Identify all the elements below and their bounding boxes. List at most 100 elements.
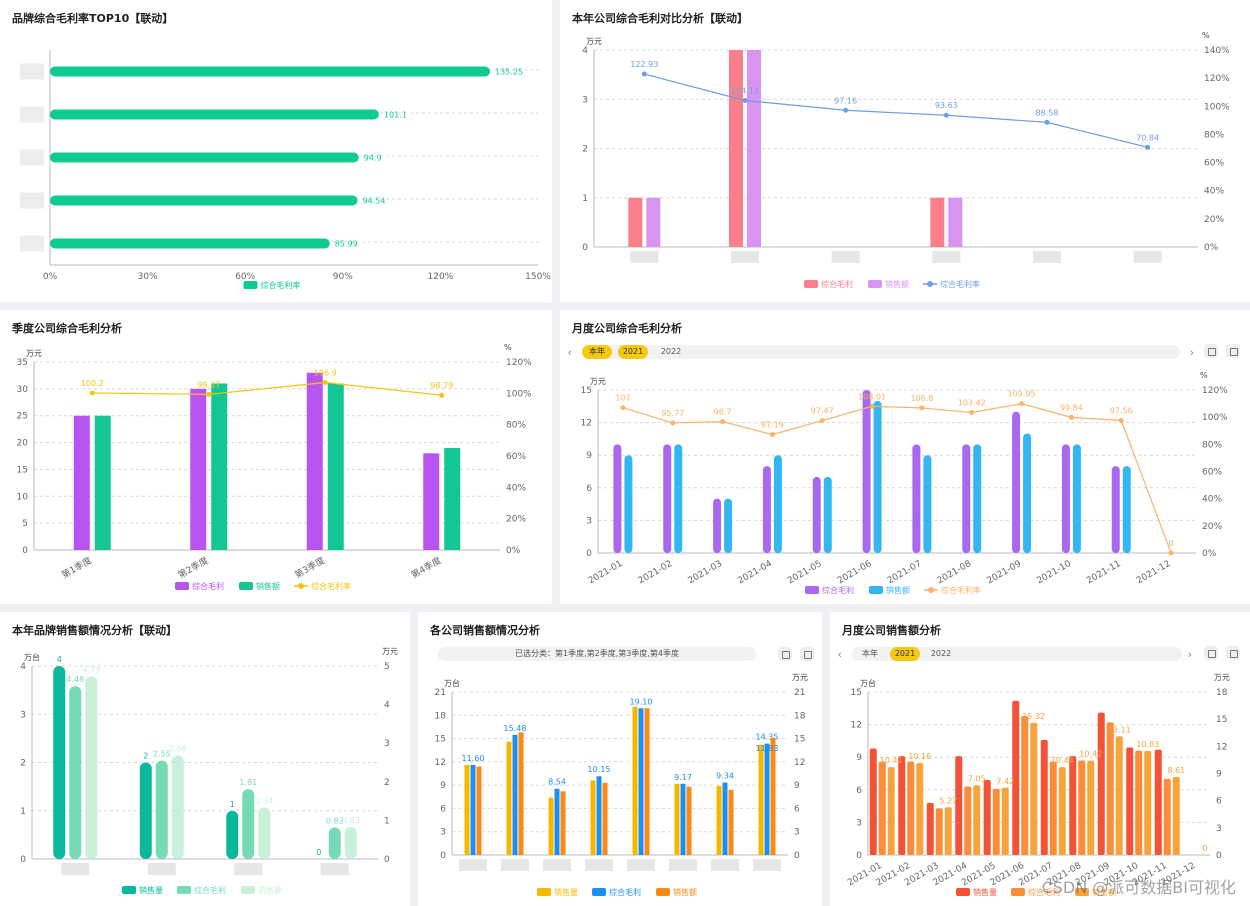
bar-value-label: 1.34 xyxy=(255,796,273,805)
next-arrow-icon[interactable]: › xyxy=(1190,347,1194,359)
chart-brand-sales: 0 1 2 3 4 0 1 2 3 4 5 万台 万元 4 2 1 0 4.48 2.55 1.81 0.82 4.73 2… xyxy=(20,647,398,895)
y2-tick-label: 21 xyxy=(794,688,805,698)
line-value-label: 95.77 xyxy=(661,409,684,418)
y2-tick-label: 60% xyxy=(506,452,526,462)
x-tick-label: 2021-05 xyxy=(786,559,824,586)
bar-value-label: 2.68 xyxy=(169,745,187,754)
y2-tick-label: 40% xyxy=(1202,495,1222,505)
line-point xyxy=(1068,414,1074,420)
panel-title: 各公司销售额情况分析 xyxy=(430,624,540,637)
copy-icon[interactable] xyxy=(1204,344,1218,358)
tab-current-year[interactable]: 本年 xyxy=(582,345,612,359)
x-tick-label: 2021-08 xyxy=(936,559,974,587)
y2-tick-label: 80% xyxy=(1204,130,1224,140)
line-value-label: 100.2 xyxy=(81,379,104,388)
category-placeholder xyxy=(234,863,263,875)
bar xyxy=(1012,411,1021,553)
series-line xyxy=(622,403,1172,554)
export-icon[interactable] xyxy=(800,647,814,661)
bar xyxy=(983,780,991,855)
bar-value-label: 15.48 xyxy=(504,724,527,733)
x-tick-label: 60% xyxy=(235,272,255,282)
line-point xyxy=(89,390,95,396)
line-point xyxy=(322,380,328,386)
bar-value-label: 101.1 xyxy=(384,111,407,120)
chart-monthly-profit: 0 3 6 9 12 15 0% 20% 40% 60% 80% 100% 120% 万元% 107 95.7… xyxy=(581,371,1229,595)
x-tick-label: 120% xyxy=(428,272,454,282)
y2-tick-label: 1 xyxy=(384,816,390,826)
y-tick-label: 25 xyxy=(17,412,28,422)
bar xyxy=(944,807,952,855)
legend-label: 销售额 xyxy=(256,581,280,591)
legend-label: 销售量 xyxy=(139,885,163,895)
y-tick-label: 12 xyxy=(581,419,592,429)
y-tick-label: 12 xyxy=(435,758,446,768)
next-arrow-icon[interactable]: › xyxy=(1188,649,1192,661)
bar xyxy=(762,466,771,553)
y2-tick-label: 15 xyxy=(1216,715,1227,725)
line-value-label: 97.47 xyxy=(811,407,834,416)
bar xyxy=(50,109,379,120)
y2-tick-label: 80% xyxy=(506,421,526,431)
copy-icon[interactable] xyxy=(1204,646,1218,660)
y2-tick-label: 140% xyxy=(1204,46,1230,56)
bar xyxy=(646,197,661,247)
bar-value-label: 94.54 xyxy=(363,197,386,206)
tab-current-year[interactable]: 本年 xyxy=(862,649,878,658)
bar xyxy=(1040,739,1048,855)
legend-dot-swatch xyxy=(298,583,304,589)
y2-tick-label: 5 xyxy=(384,662,390,672)
y-tick-label: 21 xyxy=(435,688,446,698)
category-placeholder xyxy=(1133,251,1162,263)
bar xyxy=(747,50,761,247)
legend-swatch xyxy=(241,886,255,894)
prev-arrow-icon[interactable]: ‹ xyxy=(838,649,842,661)
watermark: CSDN @派可数据BI可视化 xyxy=(1041,878,1236,897)
export-icon[interactable] xyxy=(1226,344,1240,358)
legend-swatch xyxy=(956,888,970,896)
bar xyxy=(724,498,733,553)
line-value-label: 0 xyxy=(1169,539,1174,548)
bar xyxy=(94,415,111,550)
legend-swatch xyxy=(239,582,253,590)
y2-tick-label: 3 xyxy=(384,739,390,749)
bar xyxy=(729,50,743,247)
y-tick-label: 0 xyxy=(20,855,26,865)
copy-icon[interactable] xyxy=(778,647,792,661)
y2-unit-label: % xyxy=(504,343,512,352)
y-tick-label: 1 xyxy=(20,807,26,817)
x-tick-label: 第2季度 xyxy=(176,554,210,581)
tab-2021[interactable]: 2021 xyxy=(618,345,648,359)
line-point xyxy=(720,419,726,425)
bar xyxy=(912,444,921,553)
filter-bar: 已选分类：第1季度,第2季度,第3季度,第4季度 xyxy=(438,647,756,661)
bar-value-label: 10.44 xyxy=(1051,756,1074,765)
bar xyxy=(758,744,764,855)
legend-swatch xyxy=(805,586,819,594)
y2-unit-label: % xyxy=(1202,31,1210,40)
bar xyxy=(512,734,518,855)
legend-label: 综合毛利 xyxy=(821,279,853,289)
bar xyxy=(1097,712,1105,855)
x-tick-label: 2021-10 xyxy=(1035,559,1073,587)
line-value-label: 87.19 xyxy=(761,421,784,430)
y-tick-label: 0 xyxy=(856,851,862,861)
y-tick-label: 15 xyxy=(851,688,862,698)
bar-value-label: 9.34 xyxy=(716,772,734,781)
y-tick-label: 2 xyxy=(20,759,26,769)
bar xyxy=(590,780,596,855)
bar xyxy=(992,788,1000,855)
tab-2022[interactable]: 2022 xyxy=(660,347,682,356)
legend-label: 综合毛利 xyxy=(192,581,224,591)
bar-value-label: 2 xyxy=(143,752,148,761)
tab-2022[interactable]: 2022 xyxy=(930,649,952,658)
prev-arrow-icon[interactable]: ‹ xyxy=(568,347,572,359)
bar xyxy=(869,748,877,855)
bar xyxy=(1078,760,1086,855)
bar xyxy=(1135,750,1143,855)
bar xyxy=(464,764,470,855)
bar xyxy=(812,476,821,553)
legend-label: 销售额 xyxy=(258,885,282,895)
export-icon[interactable] xyxy=(1226,646,1240,660)
tab-2021[interactable]: 2021 xyxy=(890,647,920,661)
